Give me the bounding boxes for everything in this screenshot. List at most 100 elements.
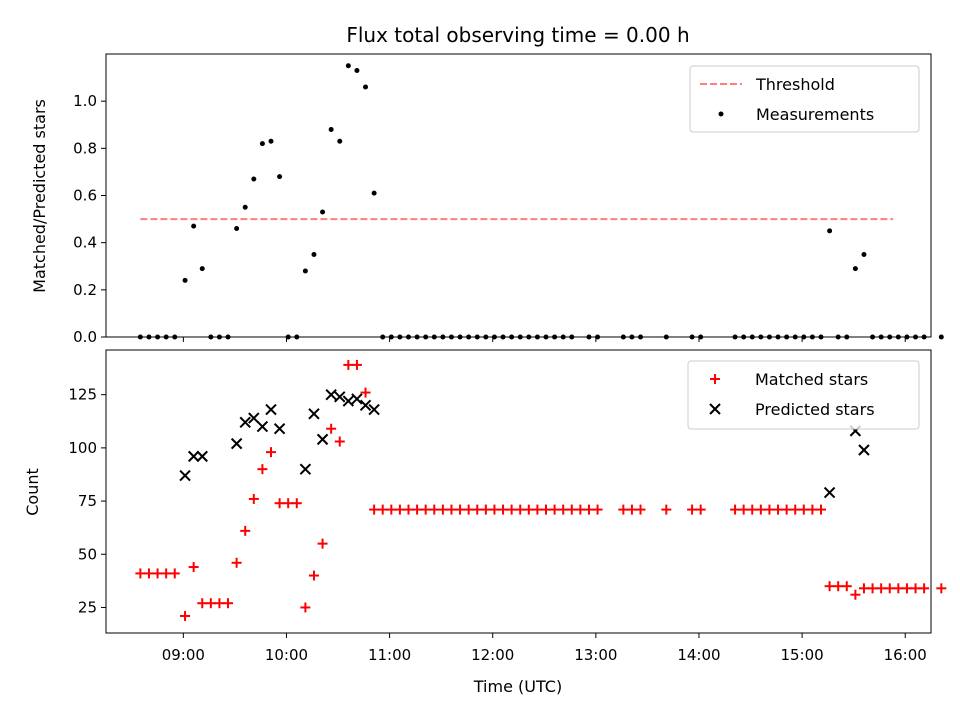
predicted-stars-point — [368, 403, 380, 416]
legend-predicted-label: Predicted stars — [755, 400, 875, 419]
matched-stars-point — [764, 504, 775, 515]
matched-stars-point — [317, 538, 328, 549]
matched-stars-point — [394, 504, 405, 515]
measurement-point — [371, 190, 377, 196]
measurement-point — [311, 251, 317, 257]
matched-stars-point — [919, 583, 930, 594]
predicted-stars-point — [308, 408, 320, 420]
x-tick-label: 14:00 — [677, 646, 720, 664]
legend-matched-label: Matched stars — [755, 370, 868, 389]
bottom-axes-frame — [105, 349, 932, 634]
bottom-plot: 25 50 75 100 125 09:00 10:00 11:00 12:00 13:00 14… — [23, 349, 947, 696]
matched-stars-point — [583, 504, 594, 515]
x-axis-label: Time (UTC) — [473, 677, 562, 696]
top-legend-box — [689, 65, 920, 133]
matched-stars-point — [635, 504, 646, 515]
matched-stars-point — [274, 498, 285, 509]
matched-stars-point — [798, 504, 809, 515]
matched-stars-point — [143, 568, 154, 579]
measurement-point — [251, 176, 257, 182]
matched-stars-point — [214, 598, 225, 609]
matched-stars-point — [541, 504, 551, 515]
legend-measurements-label: Measurements — [756, 105, 874, 124]
matched-stars-point — [248, 493, 259, 504]
predicted-stars-point — [299, 463, 312, 475]
measurement-point — [354, 68, 360, 74]
matched-stars-point — [592, 504, 603, 515]
predicted-stars-point — [230, 437, 243, 450]
top-y-tick-label: 0.2 — [73, 281, 97, 299]
bottom-x-ticks: 09:00 10:00 11:00 12:00 13:00 14:00 15:00 16:00 — [162, 633, 927, 664]
matched-stars-point — [223, 598, 234, 609]
matched-stars-point — [523, 504, 534, 515]
predicted-stars-point — [316, 433, 329, 446]
measurement-point — [337, 138, 343, 144]
top-plot: 0.0 0.2 0.4 0.6 0.8 1.0 Matched/Predicted sta… — [30, 53, 944, 346]
matched-stars-point — [901, 583, 912, 594]
matched-stars-point — [351, 359, 362, 370]
matched-stars-point — [558, 504, 569, 515]
x-tick-label: 16:00 — [884, 646, 927, 664]
matched-stars-point — [169, 568, 180, 579]
top-y-tick-label: 0.8 — [73, 139, 97, 157]
matched-stars-point — [884, 583, 895, 594]
measurement-point — [861, 251, 867, 257]
matched-stars-point — [816, 504, 826, 515]
predicted-stars-point — [187, 450, 200, 463]
bottom-y-axis-label: Count — [23, 468, 42, 516]
bottom-y-tick-label: 50 — [78, 545, 97, 563]
matched-stars-point — [738, 504, 749, 515]
bottom-y-tick-label: 125 — [68, 386, 97, 404]
measurement-point — [363, 84, 369, 90]
matched-stars-point — [910, 583, 921, 594]
x-tick-label: 15:00 — [780, 646, 823, 664]
matched-stars-point — [152, 568, 163, 579]
matched-stars-point — [747, 504, 758, 515]
predicted-stars-point — [334, 391, 346, 403]
matched-stars-point — [936, 583, 947, 594]
legend-matched-swatch — [710, 374, 720, 384]
measurement-point — [302, 268, 308, 274]
predicted-stars-point — [342, 395, 355, 407]
matched-stars-point — [790, 504, 801, 515]
matched-stars-point — [833, 581, 844, 592]
matched-stars-point — [506, 504, 517, 515]
matched-stars-point — [300, 602, 311, 613]
matched-stars-point — [403, 504, 414, 515]
predicted-stars-point — [359, 399, 372, 412]
measurement-point — [827, 228, 833, 234]
matched-stars-point — [824, 581, 835, 592]
legend-threshold-label: Threshold — [755, 75, 835, 94]
matched-stars-point — [386, 504, 397, 515]
matched-stars-point — [661, 504, 672, 515]
matched-stars-point — [575, 504, 586, 515]
matched-stars-point — [489, 504, 500, 515]
top-y-tick-label: 0.0 — [73, 328, 97, 346]
matched-stars-point — [283, 498, 294, 509]
measurement-point — [938, 334, 944, 340]
measurement-point — [345, 63, 351, 69]
matched-stars-point — [480, 504, 491, 515]
predicted-stars-point — [248, 412, 260, 424]
matched-stars-point — [841, 581, 852, 592]
matched-stars-point — [429, 504, 440, 515]
matched-stars-point — [369, 504, 380, 515]
bottom-data-points — [135, 359, 947, 621]
matched-stars-point — [463, 504, 474, 515]
matched-stars-point — [188, 562, 199, 573]
matched-stars-point — [626, 504, 637, 515]
matched-stars-point — [515, 504, 526, 515]
matched-stars-point — [161, 568, 172, 579]
matched-stars-point — [532, 504, 543, 515]
bottom-y-tick-label: 75 — [78, 492, 97, 510]
matched-stars-point — [695, 504, 706, 515]
matched-stars-point — [858, 583, 869, 594]
top-axes-frame — [105, 53, 932, 338]
bottom-y-ticks: 25 50 75 100 125 — [68, 386, 106, 616]
matched-stars-point — [867, 583, 878, 594]
matched-stars-point — [687, 504, 698, 515]
matched-stars-point — [377, 504, 388, 515]
matched-stars-point — [257, 464, 268, 475]
measurement-point — [328, 126, 334, 132]
